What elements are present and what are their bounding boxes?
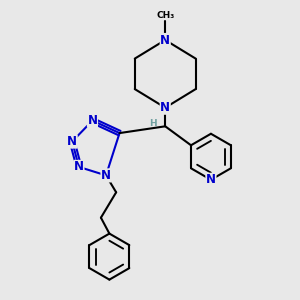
Text: N: N <box>74 160 84 173</box>
Text: CH₃: CH₃ <box>156 11 174 20</box>
Text: N: N <box>88 114 98 127</box>
Text: N: N <box>67 135 77 148</box>
Text: N: N <box>101 169 111 182</box>
Text: N: N <box>160 34 170 46</box>
Text: H: H <box>149 119 157 128</box>
Text: N: N <box>160 101 170 114</box>
Text: N: N <box>206 173 216 186</box>
